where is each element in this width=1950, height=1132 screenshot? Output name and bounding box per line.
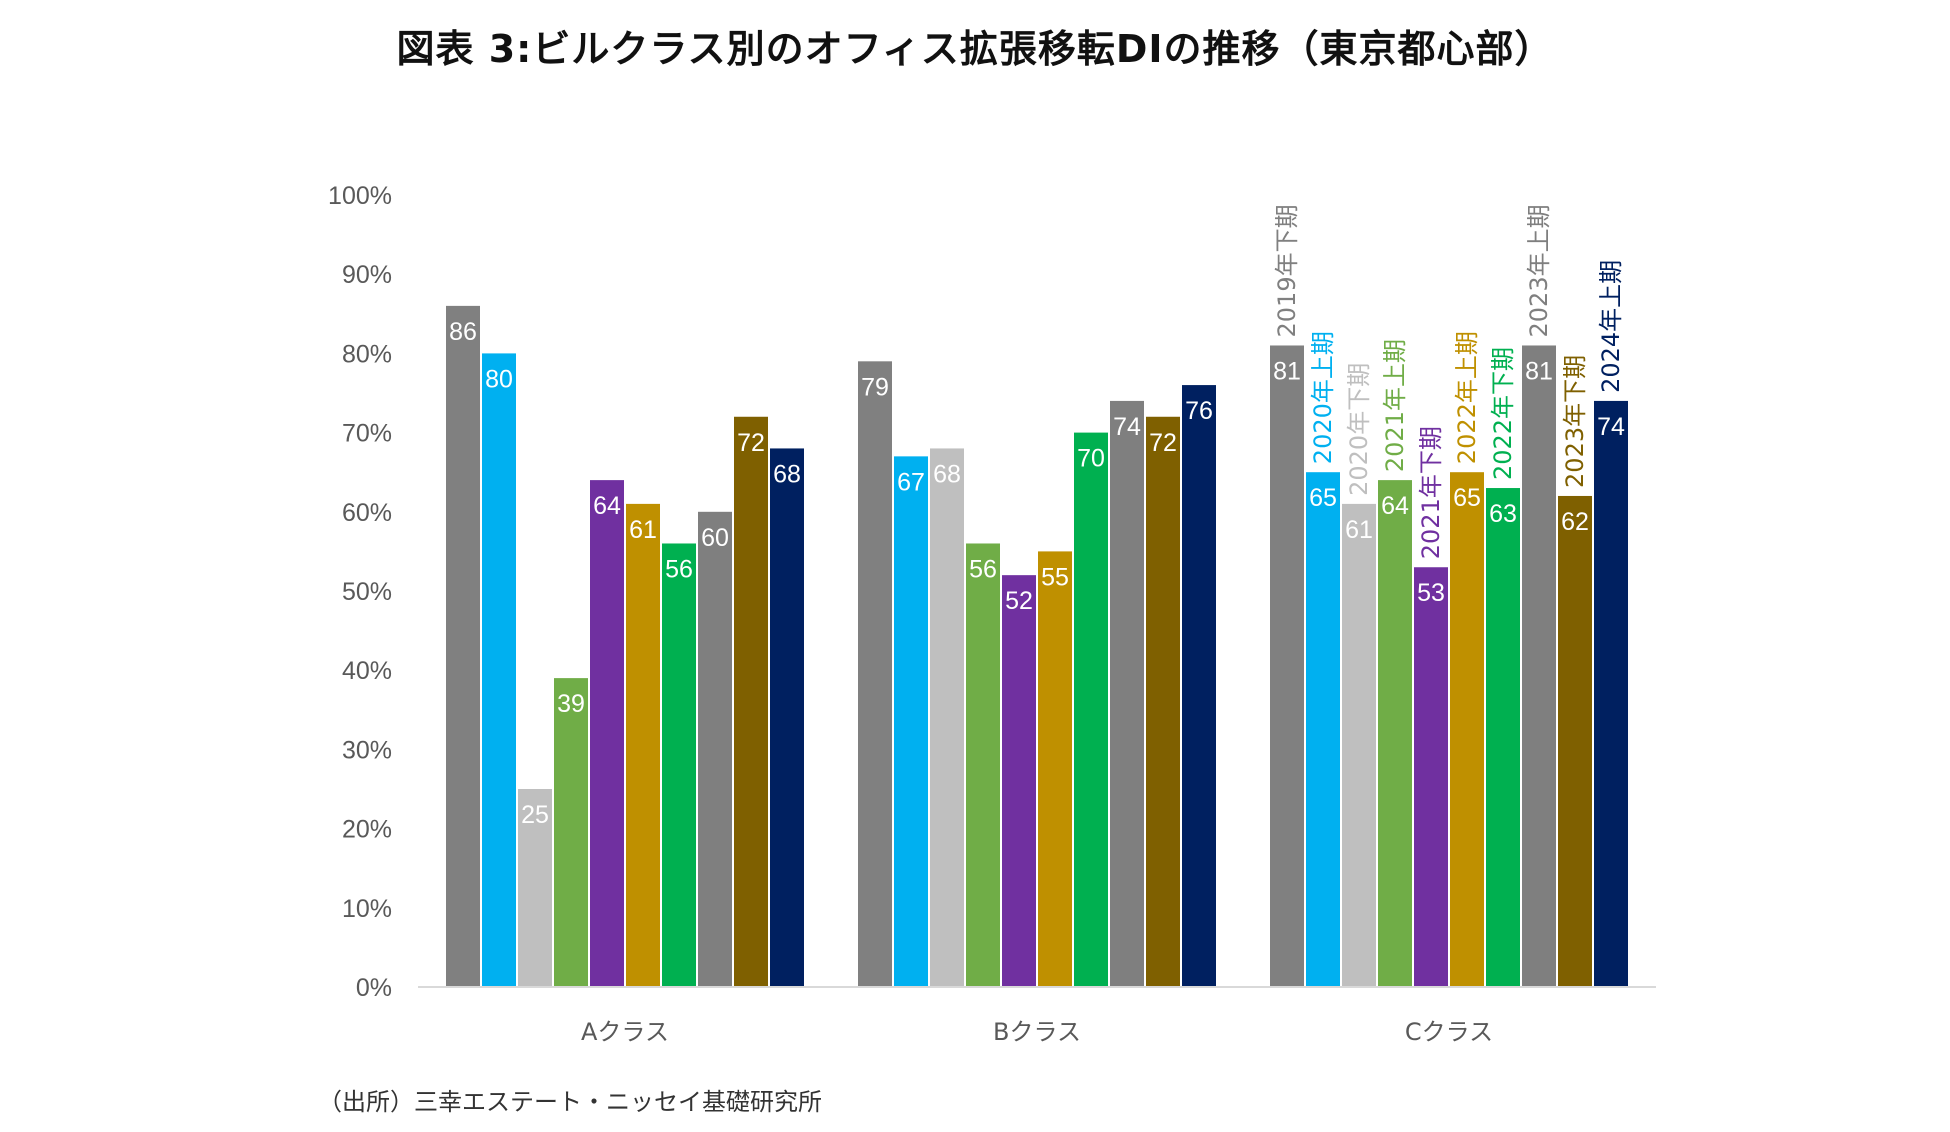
y-tick-label: 20% [342, 816, 392, 844]
y-tick-label: 60% [342, 499, 392, 527]
bar-value-label: 52 [1005, 587, 1033, 615]
legend-series-label: 2023年上期 [1525, 204, 1553, 337]
bar-value-label: 65 [1453, 484, 1481, 512]
bar-value-label: 81 [1273, 357, 1301, 385]
bar-value-label: 62 [1561, 508, 1589, 536]
bar [1002, 575, 1036, 987]
bar [1522, 345, 1556, 988]
bar-value-label: 74 [1113, 413, 1141, 441]
bar [590, 480, 624, 987]
y-tick-label: 40% [342, 657, 392, 685]
bar [662, 543, 696, 987]
bar [1146, 416, 1180, 987]
bar [858, 361, 892, 987]
bar [698, 511, 732, 987]
y-tick-label: 0% [356, 974, 392, 1002]
bar-marks [446, 305, 1628, 988]
bar-value-label: 39 [557, 690, 585, 718]
data-labels: 86 79 81 80 67 65 25 68 61 39 56 64 64 52 53 61 55 65 56 70… [449, 318, 1625, 829]
bar-value-label: 74 [1597, 413, 1625, 441]
bar [518, 789, 552, 987]
y-tick-label: 100% [328, 182, 392, 210]
bar [966, 543, 1000, 987]
bar-value-label: 70 [1077, 445, 1105, 473]
y-tick-label: 50% [342, 578, 392, 606]
bar-value-label: 56 [665, 555, 693, 583]
bar [1182, 385, 1216, 988]
y-tick-label: 70% [342, 420, 392, 448]
bar-value-label: 68 [933, 460, 961, 488]
x-axis-categories: Aクラス Bクラス Cクラス [581, 1018, 1493, 1046]
bar [1110, 400, 1144, 987]
legend-series-label: 2020年上期 [1309, 331, 1337, 464]
x-category-label: Aクラス [581, 1018, 669, 1046]
y-tick-label: 10% [342, 895, 392, 923]
bar-value-label: 65 [1309, 484, 1337, 512]
bar-value-label: 72 [737, 429, 765, 457]
bar [446, 305, 480, 987]
bar [482, 353, 516, 987]
bar [1038, 551, 1072, 987]
bar [1378, 480, 1412, 987]
bar-value-label: 81 [1525, 357, 1553, 385]
legend-series-label: 2019年下期 [1273, 204, 1301, 337]
bar [1414, 567, 1448, 987]
bar-value-label: 25 [521, 801, 549, 829]
y-tick-label: 80% [342, 340, 392, 368]
bar [1342, 503, 1376, 987]
y-tick-label: 90% [342, 261, 392, 289]
legend-series-label: 2023年下期 [1561, 355, 1589, 488]
legend-series-label: 2024年上期 [1597, 260, 1625, 393]
bar [1270, 345, 1304, 988]
bar [1450, 472, 1484, 987]
bar [1306, 472, 1340, 987]
bar [770, 448, 804, 987]
bar-value-label: 76 [1185, 397, 1213, 425]
bar [554, 678, 588, 987]
legend-series-label: 2021年下期 [1417, 426, 1445, 559]
bar [1074, 432, 1108, 988]
legend-series-label: 2022年上期 [1453, 331, 1481, 464]
y-axis-ticks: 0% 10% 20% 30% 40% 50% 60% 70% 80% 90% 100% [328, 182, 392, 1002]
bar-value-label: 61 [1345, 516, 1373, 544]
bar [894, 456, 928, 987]
bar [626, 503, 660, 987]
bar-value-label: 72 [1149, 429, 1177, 457]
bar-value-label: 60 [701, 524, 729, 552]
bar-value-label: 53 [1417, 579, 1445, 607]
bar [1594, 400, 1628, 987]
bar [1558, 495, 1592, 987]
bar-value-label: 68 [773, 460, 801, 488]
chart-title: 図表 3:ビルクラス別のオフィス拡張移転DIの推移（東京都心部） [396, 27, 1554, 71]
bar [930, 448, 964, 987]
bar-value-label: 79 [861, 373, 889, 401]
bar-value-label: 86 [449, 318, 477, 346]
bar-value-label: 56 [969, 555, 997, 583]
legend-series-label: 2021年上期 [1381, 339, 1409, 472]
x-category-label: Bクラス [993, 1018, 1081, 1046]
bar-value-label: 55 [1041, 563, 1069, 591]
bar-value-label: 64 [593, 492, 621, 520]
legend-series-label: 2020年下期 [1345, 363, 1373, 496]
series-legend: 2019年下期 2020年上期 2020年下期 2021年上期 2021年下期 2022年… [1273, 204, 1625, 559]
x-category-label: Cクラス [1405, 1018, 1493, 1046]
bar-value-label: 64 [1381, 492, 1409, 520]
bar-value-label: 61 [629, 516, 657, 544]
legend-series-label: 2022年下期 [1489, 347, 1517, 480]
y-tick-label: 30% [342, 736, 392, 764]
bar-value-label: 63 [1489, 500, 1517, 528]
bar-value-label: 67 [897, 468, 925, 496]
source-note: （出所）三幸エステート・ニッセイ基礎研究所 [318, 1088, 822, 1116]
bar [734, 416, 768, 987]
bar [1486, 488, 1520, 987]
bar-value-label: 80 [485, 365, 513, 393]
